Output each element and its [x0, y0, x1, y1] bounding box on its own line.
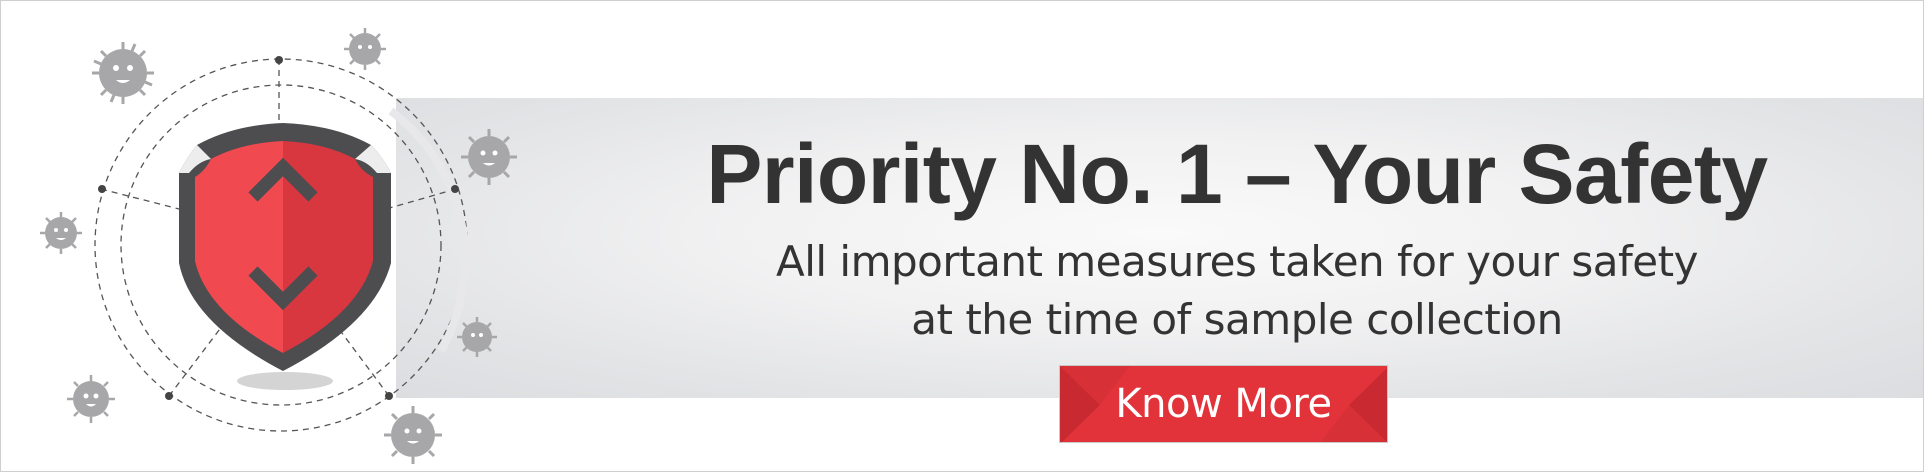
shield-shadow — [237, 372, 333, 390]
know-more-button[interactable]: Know More — [1059, 365, 1388, 443]
banner-title: Priority No. 1 – Your Safety — [706, 127, 1768, 221]
banner-subtitle-line1: All important measures taken for your sa… — [776, 237, 1698, 286]
chevron-up-icon — [248, 157, 318, 202]
safety-illustration — [40, 28, 517, 464]
virus-icon — [92, 42, 154, 104]
virus-icon — [384, 406, 442, 464]
chevron-down-icon — [248, 266, 318, 311]
virus-icon — [344, 28, 386, 70]
know-more-label: Know More — [1115, 381, 1332, 427]
ring-highlight — [388, 107, 469, 353]
virus-icon — [457, 317, 497, 357]
button-decoration — [1060, 366, 1387, 442]
virus-icon — [40, 212, 82, 254]
ring-nodes — [98, 56, 459, 400]
banner-subtitle-line2: at the time of sample collection — [911, 295, 1563, 344]
virus-icon — [67, 375, 115, 423]
gray-band — [396, 98, 1923, 398]
virus-icon — [461, 129, 517, 185]
